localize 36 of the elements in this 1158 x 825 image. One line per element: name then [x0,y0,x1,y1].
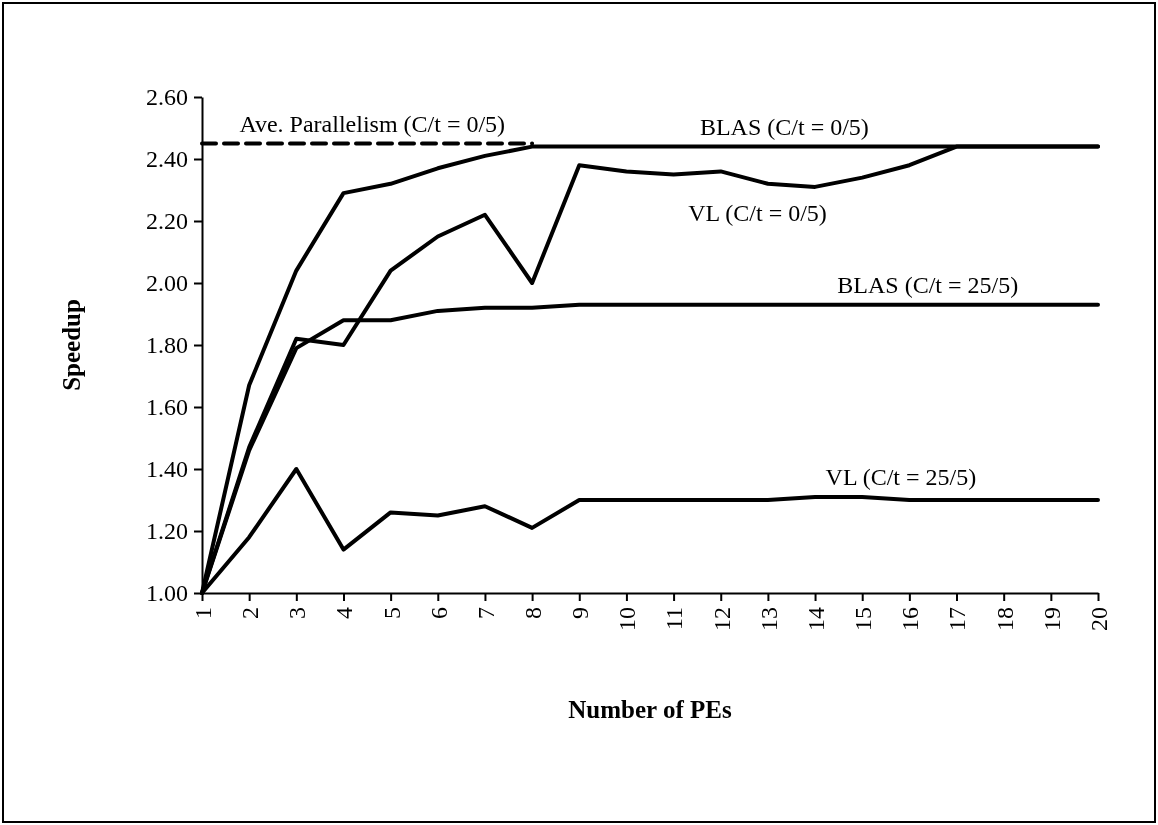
x-tick-label: 12 [708,607,735,631]
x-tick-label: 13 [755,607,782,631]
x-axis-title: Number of PEs [568,696,732,723]
x-tick-label: 15 [850,607,877,631]
y-axis-title: Speedup [58,299,85,391]
x-tick-label: 10 [614,607,641,631]
y-tick-label: 2.40 [146,146,188,173]
x-tick-label: 11 [661,607,688,631]
x-tick-label: 16 [897,607,924,631]
x-tick-label: 19 [1038,607,1065,631]
series-label: VL (C/t = 0/5) [688,200,827,227]
y-tick-label: 1.60 [146,394,188,421]
x-tick-label: 5 [378,607,405,619]
x-tick-label: 2 [237,607,264,619]
x-tick-label: 20 [1085,607,1112,631]
x-tick-label: 3 [284,607,311,619]
series-label: Ave. Parallelism (C/t = 0/5) [239,110,506,137]
y-tick-label: 1.80 [146,332,188,359]
x-tick-label: 4 [331,607,358,619]
x-tick-label: 6 [425,607,452,619]
x-tick-label: 14 [802,607,829,631]
y-tick-label: 1.20 [146,518,188,545]
y-tick-label: 2.60 [146,84,188,111]
series-label: BLAS (C/t = 25/5) [837,271,1019,298]
x-tick-label: 9 [567,607,594,619]
x-tick-label: 17 [944,607,971,631]
x-tick-label: 7 [472,607,499,619]
series-label: BLAS (C/t = 0/5) [699,113,869,140]
series-label: VL (C/t = 25/5) [825,464,977,491]
y-tick-label: 2.20 [146,208,188,235]
x-tick-label: 1 [189,607,216,619]
x-tick-label: 18 [991,607,1018,631]
y-tick-label: 1.00 [146,580,188,607]
y-tick-label: 2.00 [146,270,188,297]
x-tick-label: 8 [520,607,547,619]
y-tick-label: 1.40 [146,456,188,483]
